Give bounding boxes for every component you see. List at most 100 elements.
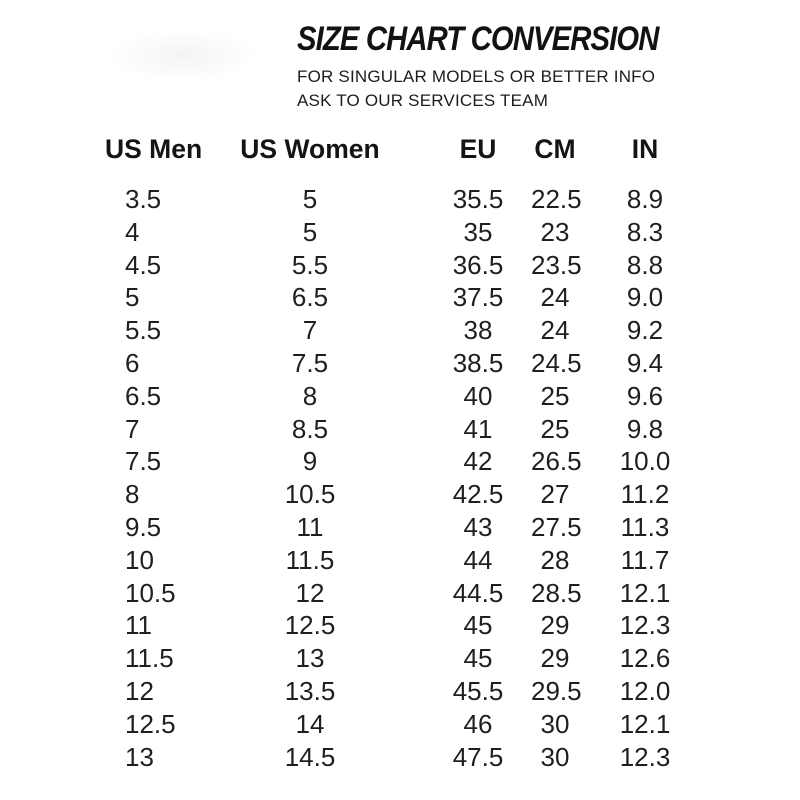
cell-us-men: 11: [125, 610, 152, 641]
cell-us-women: 14: [295, 708, 325, 739]
cell-us-women: 6.5: [291, 282, 329, 313]
table-row: 5 6.5 37.5 24 9.0: [105, 281, 711, 314]
cell-us-women: 12: [295, 577, 325, 608]
cell-us-men: 11.5: [125, 643, 174, 674]
cell-us-men: 9.5: [125, 511, 162, 542]
cell-cm: 23: [540, 216, 570, 247]
page-title: SIZE CHART CONVERSION: [297, 20, 659, 58]
cell-cm: 23.5: [531, 249, 582, 280]
cell-us-women: 7: [302, 315, 318, 346]
cell-us-men: 4: [125, 216, 140, 247]
cell-eu: 38: [463, 315, 493, 346]
cell-eu: 45: [463, 610, 493, 641]
cell-in: 12.0: [619, 675, 671, 706]
cell-in: 9.8: [626, 413, 664, 444]
cell-us-men: 10.5: [125, 577, 176, 608]
cell-in: 9.2: [626, 315, 664, 346]
cell-cm: 24.5: [531, 347, 582, 378]
cell-cm: 25: [540, 380, 570, 411]
table-row: 7 8.5 41 25 9.8: [105, 413, 711, 446]
cell-in: 11.2: [620, 479, 670, 510]
cell-us-women: 11.5: [285, 544, 335, 575]
cell-eu: 38.5: [452, 347, 504, 378]
cell-cm: 29: [540, 610, 570, 641]
cell-eu: 35: [463, 216, 493, 247]
cell-us-women: 5: [302, 184, 318, 214]
cell-in: 11.7: [620, 544, 670, 575]
cell-eu: 42: [463, 446, 493, 477]
cell-cm: 27: [540, 479, 570, 510]
cell-cm: 27.5: [531, 511, 582, 542]
cell-us-women: 10.5: [284, 479, 336, 510]
table-row: 11.5 13 45 29 12.6: [105, 642, 711, 675]
cell-us-men: 4.5: [125, 249, 162, 280]
cell-us-men: 10: [125, 544, 154, 575]
cell-cm: 26.5: [531, 446, 582, 477]
column-header-in: IN: [631, 134, 659, 164]
cell-cm: 29: [540, 643, 570, 674]
table-row: 3.5 5 35.5 22.5 8.9: [105, 183, 711, 216]
table-row: 10 11.5 44 28 11.7: [105, 544, 711, 577]
cell-us-women: 12.5: [284, 610, 336, 641]
table-row: 5.5 7 38 24 9.2: [105, 314, 711, 347]
cell-cm: 28.5: [531, 577, 582, 608]
cell-us-men: 12.5: [125, 708, 176, 739]
cell-in: 12.3: [619, 741, 671, 772]
cell-in: 12.1: [619, 577, 671, 608]
size-conversion-table: US Men US Women EU CM IN 3.5 5 35.5 22.5 8.9…: [105, 133, 711, 773]
cell-eu: 35.5: [452, 184, 504, 214]
cell-us-women: 13: [295, 643, 325, 674]
cell-us-men: 8: [125, 479, 140, 510]
cell-cm: 24: [540, 315, 570, 346]
column-header-cm: CM: [534, 134, 576, 164]
cell-eu: 45.5: [452, 675, 504, 706]
cell-us-men: 3.5: [125, 184, 162, 214]
cell-us-men: 6.5: [125, 380, 162, 411]
cell-in: 9.4: [626, 347, 664, 378]
cell-us-women: 14.5: [284, 741, 336, 772]
cell-eu: 37.5: [452, 282, 504, 313]
column-header-us-women: US Women: [240, 134, 380, 164]
cell-cm: 29.5: [531, 675, 582, 706]
table-row: 13 14.5 47.5 30 12.3: [105, 741, 711, 774]
cell-eu: 47.5: [452, 741, 504, 772]
cell-us-men: 6: [125, 347, 140, 378]
cell-cm: 22.5: [531, 184, 582, 214]
subtitle-line-2: ASK TO OUR SERVICES TEAM: [297, 90, 549, 110]
cell-in: 12.3: [619, 610, 671, 641]
cell-eu: 36.5: [452, 249, 504, 280]
cell-us-women: 5.5: [291, 249, 329, 280]
table-row: 12 13.5 45.5 29.5 12.0: [105, 675, 711, 708]
cell-eu: 44: [463, 544, 493, 575]
cell-us-women: 11: [296, 511, 324, 542]
table-row: 6.5 8 40 25 9.6: [105, 380, 711, 413]
cell-cm: 28: [540, 544, 570, 575]
size-table-body: 3.5 5 35.5 22.5 8.9 4 5 35 23 8.3 4.5 5.5 36.5 23.5 8.…: [105, 183, 711, 773]
cell-us-men: 13: [125, 741, 154, 772]
cell-in: 11.3: [620, 511, 670, 542]
cell-cm: 24: [540, 282, 570, 313]
column-header-us-men: US Men: [105, 134, 203, 164]
cell-us-men: 5: [125, 282, 140, 313]
table-row: 4.5 5.5 36.5 23.5 8.8: [105, 249, 711, 282]
cell-in: 9.6: [626, 380, 664, 411]
cell-cm: 30: [540, 708, 570, 739]
cell-in: 8.8: [626, 249, 664, 280]
cell-eu: 44.5: [452, 577, 504, 608]
cell-us-women: 8: [302, 380, 318, 411]
table-row: 6 7.5 38.5 24.5 9.4: [105, 347, 711, 380]
cell-in: 8.3: [626, 216, 664, 247]
cell-us-women: 7.5: [291, 347, 329, 378]
cell-in: 12.1: [619, 708, 671, 739]
table-row: 4 5 35 23 8.3: [105, 216, 711, 249]
cell-eu: 46: [463, 708, 493, 739]
cell-cm: 25: [540, 413, 570, 444]
cell-cm: 30: [540, 741, 570, 772]
header-block: SIZE CHART CONVERSION FOR SINGULAR MODEL…: [297, 20, 717, 112]
column-header-eu: EU: [459, 134, 497, 164]
cell-us-men: 7: [125, 413, 140, 444]
cell-us-men: 7.5: [125, 446, 162, 477]
table-row: 11 12.5 45 29 12.3: [105, 609, 711, 642]
cell-eu: 45: [463, 643, 493, 674]
